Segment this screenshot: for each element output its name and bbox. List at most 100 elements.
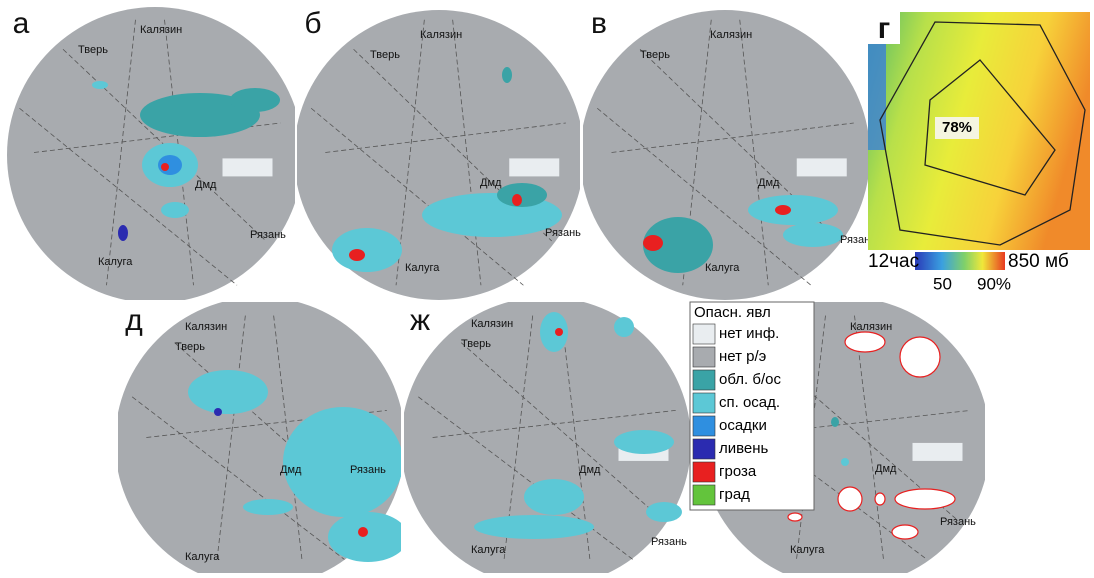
echo: [230, 88, 280, 112]
echo: [540, 312, 568, 352]
legend-title: Опасн. явл: [694, 304, 771, 321]
city-label: Рязань: [350, 464, 386, 476]
city-label: Рязань: [250, 229, 286, 241]
city-label: Калязин: [710, 29, 752, 41]
city-label: Дмд: [758, 177, 780, 189]
colorbar-label: 50: [933, 274, 952, 293]
legend-label: обл. б/ос: [719, 371, 781, 388]
legend-label: нет инф.: [719, 325, 779, 342]
colorbar-label: 12час: [868, 251, 919, 272]
city-label: Дмд: [875, 463, 897, 475]
city-label: Тверь: [78, 44, 108, 56]
city-label: Тверь: [461, 338, 491, 350]
echo: [214, 408, 222, 416]
colorbar-label: 850 мб: [1008, 251, 1069, 272]
panel-letter: д: [125, 304, 143, 337]
hazard-zone: [895, 489, 955, 509]
city-label: Калуга: [185, 551, 220, 563]
city-label: Дмд: [480, 177, 502, 189]
legend-label: ливень: [719, 440, 769, 457]
hazard-zone: [892, 525, 918, 539]
hazard-zone: [845, 332, 885, 352]
figure: Калязин Тверь Дмд Рязань Калуга а Калязин Тверь…: [0, 0, 1094, 573]
legend-swatch: [693, 347, 715, 367]
city-label: Рязань: [940, 516, 976, 528]
city-label: Калуга: [471, 544, 506, 556]
echo: [283, 407, 403, 517]
legend-swatch: [693, 393, 715, 413]
panel-letter: г: [878, 12, 891, 45]
hazard-zone: [875, 493, 885, 505]
city-label: Рязань: [545, 227, 581, 239]
hazard-zone: [788, 513, 802, 521]
legend-label: сп. осад.: [719, 394, 780, 411]
echo: [161, 163, 169, 171]
no-info: [913, 443, 963, 461]
city-label: Рязань: [651, 536, 687, 548]
echo: [555, 328, 563, 336]
echo: [831, 417, 839, 427]
city-label: Калязин: [471, 318, 513, 330]
city-label: Калуга: [98, 256, 133, 268]
city-label: Калязин: [185, 321, 227, 333]
radar-map: [7, 7, 303, 303]
echo: [841, 458, 849, 466]
hazard-zone: [838, 487, 862, 511]
echo: [474, 515, 594, 539]
echo: [328, 512, 408, 562]
echo: [783, 223, 843, 247]
echo: [332, 228, 402, 272]
city-label: Дмд: [195, 179, 217, 191]
panel-letter: а: [13, 7, 30, 40]
legend-swatch: [693, 462, 715, 482]
city-label: Тверь: [370, 49, 400, 61]
echo: [349, 249, 365, 261]
hazard-zone: [900, 337, 940, 377]
echo: [524, 479, 584, 515]
radar-map: [401, 297, 691, 573]
echo: [614, 430, 674, 454]
echo: [161, 202, 189, 218]
echo: [502, 67, 512, 83]
radar-map: [580, 10, 870, 300]
city-label: Тверь: [640, 49, 670, 61]
legend-label: гроза: [719, 463, 757, 480]
echo: [358, 527, 368, 537]
echo: [92, 81, 108, 89]
value-label: 78%: [942, 119, 972, 136]
colorbar-label: 90%: [977, 274, 1011, 293]
legend-swatch: [693, 485, 715, 505]
echo: [188, 370, 268, 414]
radar-map: [294, 10, 584, 300]
echo: [243, 499, 293, 515]
heat-edge: [868, 40, 886, 150]
legend: Опасн. явл нет инф. нет р/э обл. б/ос сп. о…: [690, 302, 814, 510]
panel-g: 78% г 12час 850 мб 50 90%: [868, 12, 1090, 294]
colorbar: [915, 252, 1005, 270]
city-label: Дмд: [579, 464, 601, 476]
legend-swatch: [693, 370, 715, 390]
panel-letter: в: [591, 7, 607, 40]
echo: [118, 225, 128, 241]
no-info: [509, 158, 559, 176]
legend-swatch: [693, 416, 715, 436]
legend-label: нет р/э: [719, 348, 767, 365]
legend-label: град: [719, 486, 750, 503]
radar-panel: Калязин Тверь Дмд Рязань Калуга а: [5, 5, 303, 303]
echo: [775, 205, 791, 215]
panel-letter: б: [304, 7, 321, 40]
echo: [497, 183, 547, 207]
city-label: Калуга: [705, 262, 740, 274]
no-info: [797, 158, 847, 176]
city-label: Калязин: [140, 24, 182, 36]
legend-label: осадки: [719, 417, 767, 434]
echo: [512, 194, 522, 206]
echo: [748, 195, 838, 225]
radar-map: [115, 297, 408, 573]
legend-swatch: [693, 439, 715, 459]
echo: [643, 235, 663, 251]
city-label: Дмд: [280, 464, 302, 476]
